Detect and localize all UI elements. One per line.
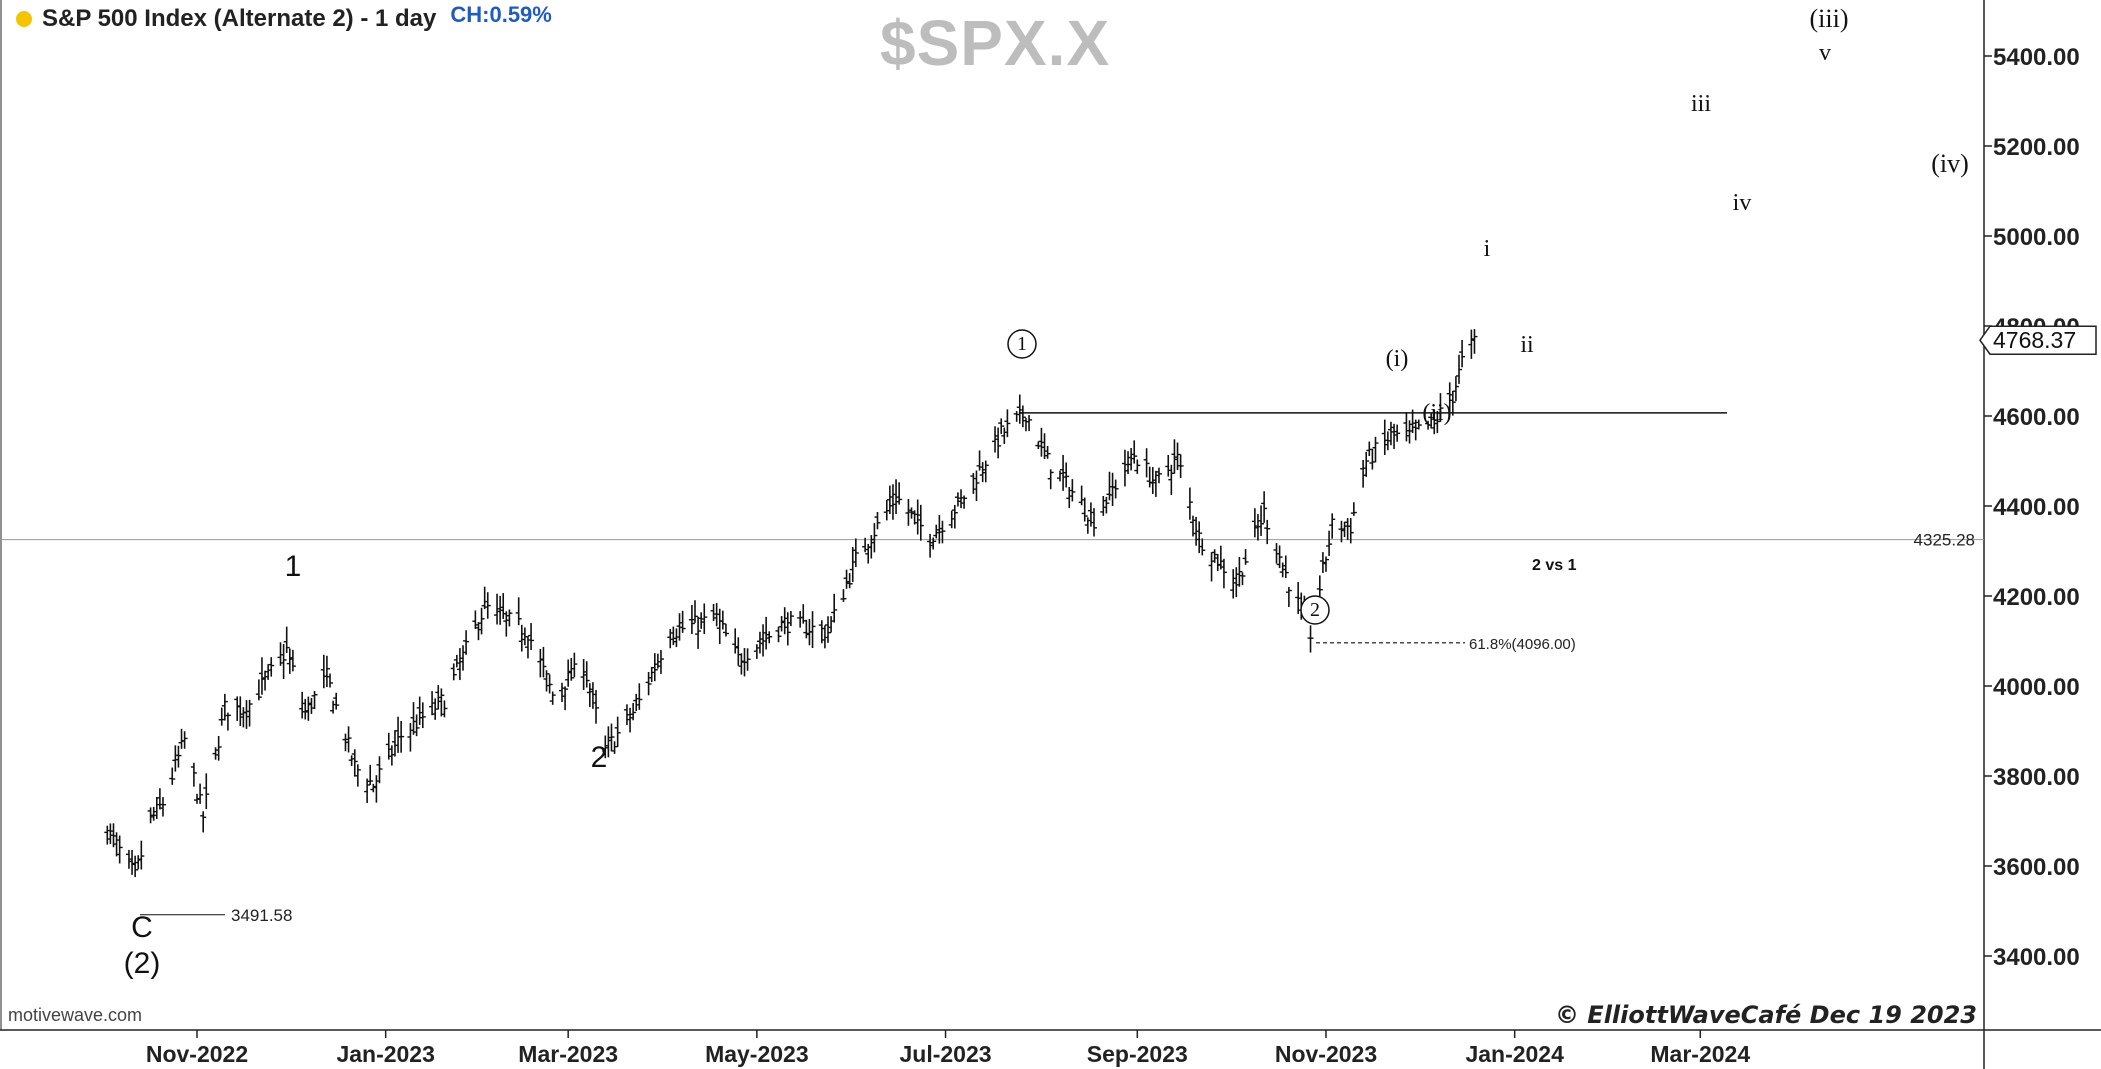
fib-note-label: 2 vs 1 (1532, 557, 1577, 574)
wave-label: 1 (1017, 333, 1027, 355)
x-tick-label: Jan-2024 (1465, 1041, 1564, 1067)
y-tick-label: 3400.00 (1993, 944, 2080, 971)
x-tick-label: May-2023 (705, 1041, 809, 1067)
wave-label: 2 (1310, 599, 1320, 621)
y-tick-label: 4400.00 (1993, 494, 2080, 521)
x-tick-label: Nov-2022 (146, 1041, 248, 1067)
y-tick-label: 5400.00 (1993, 44, 2080, 71)
wave-label: (2) (124, 947, 161, 980)
status-dot-icon (16, 11, 32, 27)
wave-label: 1 (285, 550, 302, 583)
wave-label-circle (1300, 595, 1330, 625)
y-tick-label: 4600.00 (1993, 404, 2080, 431)
wave-label: (i) (1386, 346, 1409, 372)
wave-label: iii (1691, 91, 1711, 117)
wave-label-circle (1007, 329, 1037, 359)
reference-line-label: 4325.28 (1914, 531, 1975, 550)
y-tick-label: 4000.00 (1993, 674, 2080, 701)
chart-title: S&P 500 Index (Alternate 2) - 1 day (42, 5, 437, 32)
x-tick-label: Mar-2024 (1650, 1041, 1750, 1067)
wave-label: (iv) (1931, 149, 1969, 178)
x-tick-label: Jan-2023 (336, 1041, 434, 1067)
fib-level-label: 61.8%(4096.00) (1469, 636, 1576, 653)
wave-label: (iii) (1810, 4, 1849, 33)
x-tick-label: Nov-2023 (1275, 1041, 1377, 1067)
symbol-watermark: $SPX.X (880, 7, 1111, 79)
x-tick-label: Mar-2023 (518, 1041, 618, 1067)
wave-label: (ii) (1422, 400, 1451, 426)
y-tick-label: 5200.00 (1993, 134, 2080, 161)
y-tick-label: 5000.00 (1993, 224, 2080, 251)
current-price-label: 4768.37 (1993, 327, 2076, 353)
price-bars (104, 329, 1478, 878)
wave-label: C (131, 911, 153, 944)
copyright-credit: © ElliottWaveCafé Dec 19 2023 (1554, 1001, 1977, 1029)
wave-label: iv (1733, 190, 1752, 216)
y-tick-label: 3800.00 (1993, 764, 2080, 791)
chart-header: S&P 500 Index (Alternate 2) - 1 day CH:0… (0, 2, 552, 34)
y-tick-label: 4200.00 (1993, 584, 2080, 611)
source-credit: motivewave.com (8, 1005, 143, 1025)
wave-label: 2 (591, 741, 608, 774)
low-marker-label: 3491.58 (231, 906, 292, 925)
x-tick-label: Jul-2023 (900, 1041, 992, 1067)
current-price-tag (1979, 325, 2097, 355)
wave-label: ii (1520, 332, 1534, 358)
change-percent: CH:0.59% (450, 2, 552, 27)
wave-label: v (1819, 40, 1831, 66)
x-tick-label: Sep-2023 (1087, 1041, 1188, 1067)
wave-label: i (1484, 236, 1491, 262)
y-tick-label: 3600.00 (1993, 854, 2080, 881)
